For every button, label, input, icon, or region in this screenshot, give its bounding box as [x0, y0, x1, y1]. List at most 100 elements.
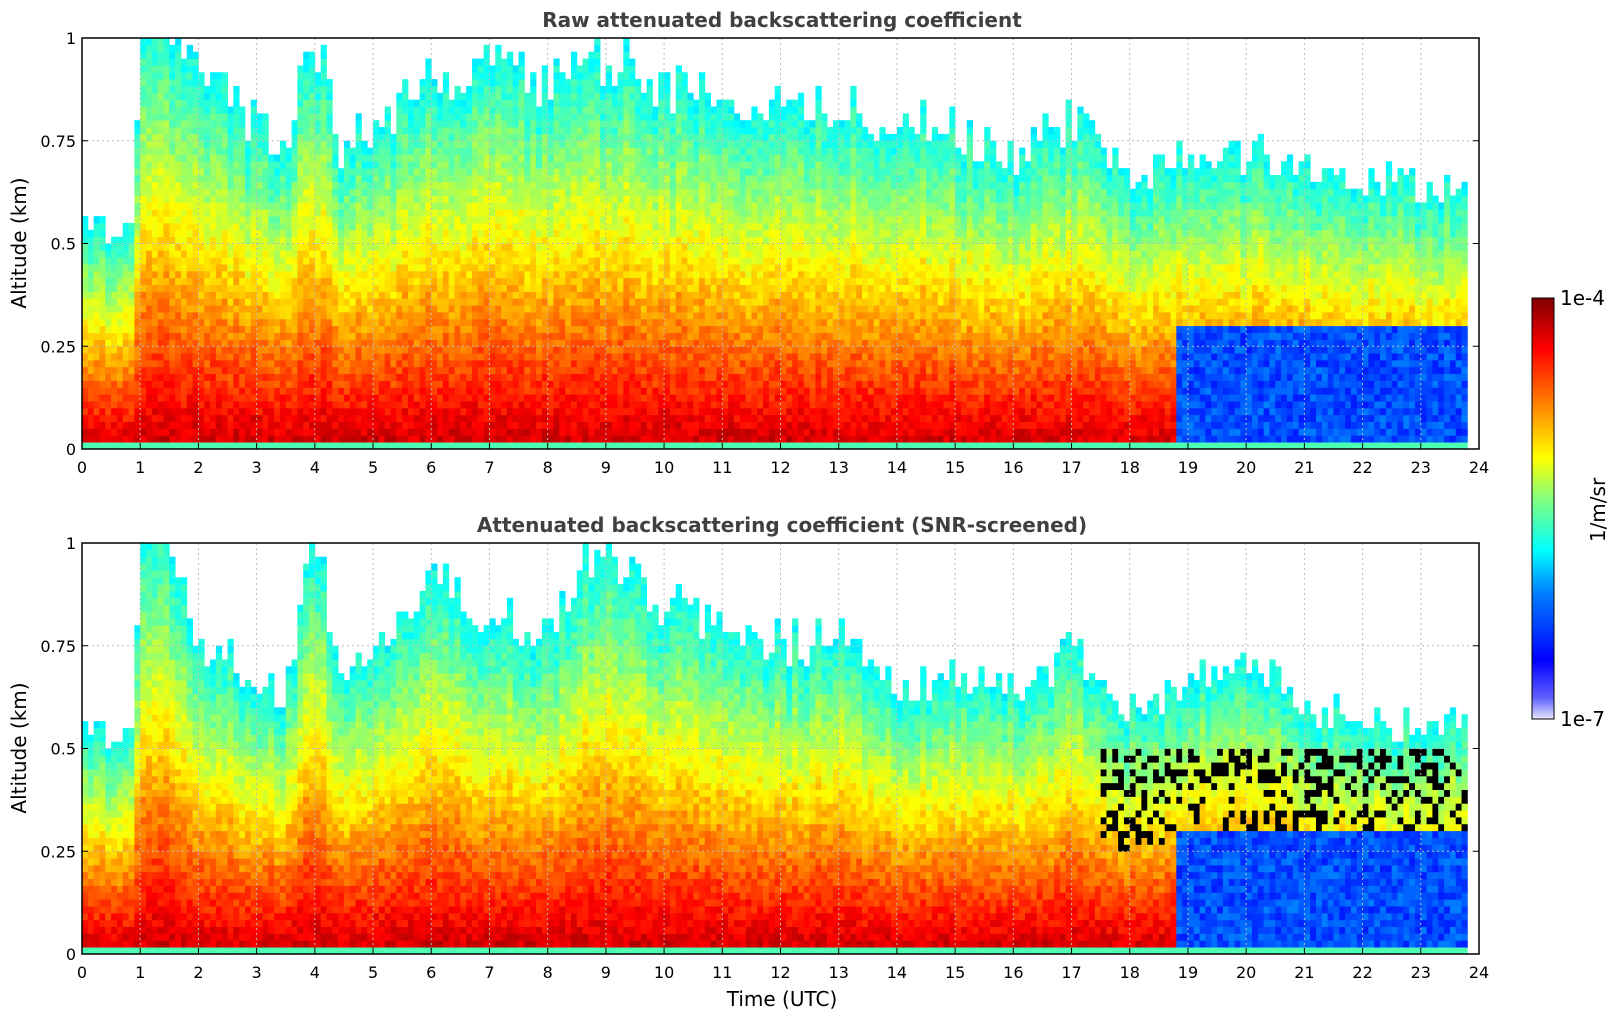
heatmap-cell [151, 291, 159, 299]
heatmap-cell [291, 127, 298, 135]
heatmap-cell [512, 394, 519, 402]
heatmap-cell [605, 236, 613, 244]
heatmap-cell [576, 318, 583, 327]
heatmap-cell [472, 305, 479, 313]
heatmap-cell [262, 325, 269, 333]
heatmap-cell [244, 428, 252, 436]
heatmap-cell [163, 401, 170, 409]
heatmap-cell [570, 202, 578, 210]
heatmap-cell [472, 99, 479, 107]
heatmap-cell [559, 236, 566, 244]
heatmap-cell [407, 346, 415, 354]
heatmap-cell [233, 154, 240, 162]
heatmap-cell [163, 353, 170, 361]
heatmap-cell [227, 442, 234, 450]
heatmap-cell [355, 318, 362, 327]
heatmap-cell [390, 222, 397, 231]
heatmap-cell [314, 99, 322, 107]
heatmap-cell [151, 359, 159, 368]
heatmap-cell [297, 325, 304, 333]
heatmap-cell [483, 188, 490, 196]
heatmap-cell [489, 270, 496, 279]
heatmap-cell [518, 387, 525, 395]
heatmap-cell [466, 407, 473, 416]
heatmap-cell [151, 140, 159, 148]
heatmap-cell [87, 332, 95, 340]
heatmap-cell [378, 140, 386, 148]
heatmap-cell [495, 332, 502, 340]
heatmap-cell [285, 229, 292, 238]
heatmap-cell [105, 435, 112, 443]
heatmap-cell [343, 175, 351, 183]
heatmap-cell [402, 421, 409, 429]
heatmap-cell [297, 339, 304, 347]
heatmap-cell [204, 236, 211, 244]
heatmap-cell [279, 421, 287, 429]
heatmap-cell [180, 181, 188, 190]
heatmap-cell [547, 181, 554, 190]
heatmap-cell [303, 106, 310, 114]
heatmap-cell [431, 380, 438, 388]
heatmap-cell [524, 325, 531, 333]
heatmap-cell [605, 353, 613, 361]
heatmap-cell [570, 359, 578, 368]
heatmap-cell [559, 435, 566, 443]
heatmap-cell [536, 318, 543, 327]
heatmap-cell [541, 325, 549, 333]
heatmap-cell [373, 312, 380, 320]
heatmap-cell [512, 133, 519, 142]
heatmap-cell [553, 318, 560, 327]
heatmap-cell [396, 380, 403, 388]
heatmap-cell [256, 366, 263, 375]
heatmap-cell [570, 195, 578, 203]
heatmap-cell [448, 270, 455, 279]
heatmap-cell [396, 113, 403, 121]
heatmap-cell [477, 298, 485, 306]
heatmap-cell [524, 373, 531, 381]
heatmap-cell [256, 435, 263, 443]
heatmap-cell [506, 51, 514, 59]
heatmap-cell [466, 168, 473, 176]
heatmap-cell [93, 250, 100, 258]
heatmap-cell [442, 202, 450, 210]
heatmap-cell [227, 181, 234, 190]
heatmap-cell [600, 257, 607, 265]
heatmap-cell [425, 195, 432, 203]
heatmap-cell [192, 147, 199, 155]
heatmap-cell [326, 380, 333, 388]
heatmap-cell [186, 222, 193, 231]
heatmap-cell [128, 428, 135, 436]
heatmap-cell [244, 318, 252, 327]
heatmap-cell [297, 435, 304, 443]
heatmap-cell [600, 133, 607, 142]
heatmap-cell [367, 298, 374, 306]
heatmap-cell [501, 291, 508, 299]
heatmap-cell [582, 284, 589, 292]
heatmap-cell [163, 161, 170, 169]
heatmap-cell [518, 120, 525, 128]
heatmap-cell [483, 428, 490, 436]
heatmap-cell [239, 113, 246, 121]
heatmap-cell [378, 414, 386, 422]
heatmap-cell [506, 113, 514, 121]
heatmap-cell [559, 106, 566, 114]
heatmap-cell [140, 72, 147, 80]
heatmap-cell [99, 373, 106, 381]
heatmap-cell [297, 366, 304, 375]
heatmap-cell [175, 359, 182, 368]
heatmap-cell [570, 353, 578, 361]
heatmap-cell [116, 243, 124, 251]
heatmap-cell [495, 147, 502, 155]
heatmap-cell [407, 291, 415, 299]
heatmap-cell [128, 435, 135, 443]
heatmap-cell [466, 325, 473, 333]
heatmap-cell [506, 222, 514, 231]
heatmap-cell [239, 216, 246, 224]
heatmap-cell [605, 92, 613, 101]
heatmap-cell [541, 353, 549, 361]
heatmap-cell [431, 339, 438, 347]
heatmap-cell [343, 277, 351, 285]
heatmap-cell [396, 175, 403, 183]
heatmap-cell [477, 270, 485, 279]
heatmap-cell [320, 394, 327, 402]
